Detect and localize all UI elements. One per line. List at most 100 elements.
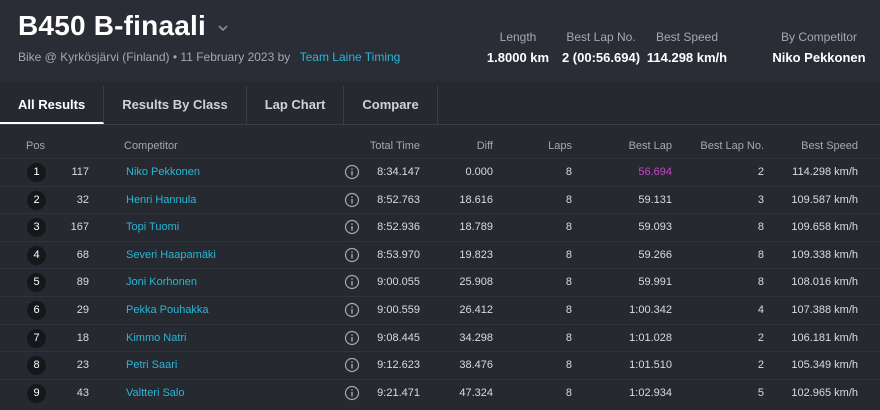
competitor-link[interactable]: Joni Korhonen [126,276,197,289]
organizer-link[interactable]: Team Laine Timing [299,50,401,64]
competitor-link[interactable]: Severi Haapamäki [126,248,216,261]
diff: 19.823 [459,248,493,261]
competitor-link[interactable]: Valtteri Salo [126,386,185,399]
table-header: Pos Competitor Total Time Diff Laps Best… [0,134,880,158]
info-icon[interactable] [344,357,360,373]
table-row[interactable]: 4 68 Severi Haapamäki 8:53.970 19.823 8 59.266… [0,240,880,269]
best-lap-no: 8 [757,221,764,234]
info-icon[interactable] [344,302,360,318]
diff: 47.324 [459,386,493,399]
col-best-speed[interactable]: Best Speed [801,140,858,152]
info-icon[interactable] [344,219,360,235]
best-lap: 59.266 [638,248,672,261]
stat-best-speed: Best Speed 114.298 km/h [644,30,730,65]
bib-number: 18 [76,331,89,344]
best-lap: 1:02.934 [629,386,672,399]
stat-value: 114.298 km/h [646,50,728,65]
table-row[interactable]: 6 29 Pekka Pouhakka 9:00.559 26.412 8 1:00.342… [0,295,880,324]
info-icon[interactable] [344,247,360,263]
diff: 18.616 [459,193,493,206]
info-icon[interactable] [344,330,360,346]
total-time: 9:00.055 [377,276,420,289]
col-diff[interactable]: Diff [476,140,493,152]
table-row[interactable]: 9 43 Valtteri Salo 9:21.471 47.324 8 1:02.934 5… [0,378,880,407]
bib-number: 43 [76,386,89,399]
bib-number: 68 [76,248,89,261]
competitor-link[interactable]: Niko Pekkonen [126,166,200,178]
stat-label: By Competitor [780,30,858,44]
stat-value: 2 (00:56.694) [561,50,641,65]
best-speed: 107.388 km/h [791,303,858,316]
total-time: 9:00.559 [377,303,420,316]
laps: 8 [565,276,572,289]
total-time: 8:53.970 [377,248,420,261]
info-icon[interactable] [344,274,360,290]
tab-compare[interactable]: Compare [344,86,438,124]
position-badge: 7 [27,328,46,348]
best-lap-no: 2 [757,166,764,178]
best-lap-no: 8 [757,276,764,289]
total-time: 9:12.623 [377,359,420,372]
tab-results-by-class[interactable]: Results By Class [104,86,247,124]
stat-value: 1.8000 km [486,50,550,65]
best-lap-no: 2 [757,359,764,372]
tab-all-results[interactable]: All Results [0,86,105,124]
diff: 26.412 [459,303,493,316]
position-badge: 1 [27,163,46,182]
laps: 8 [565,193,572,206]
chevron-down-icon[interactable] [216,21,230,35]
info-icon[interactable] [344,385,360,401]
best-lap: 59.131 [638,193,672,206]
diff: 0.000 [465,166,493,178]
title-row[interactable]: B450 B-finaali [18,10,230,42]
table-row[interactable]: 7 18 Kimmo Natri 9:08.445 34.298 8 1:01.028 2 10… [0,323,880,352]
competitor-link[interactable]: Kimmo Natri [126,331,187,344]
col-best-lap[interactable]: Best Lap [628,140,672,152]
page-title: B450 B-finaali [18,10,206,41]
col-pos[interactable]: Pos [26,140,45,152]
bib-number: 32 [76,193,89,206]
best-lap-no: 3 [757,193,764,206]
total-time: 8:52.936 [377,221,420,234]
laps: 8 [565,331,572,344]
table-row[interactable]: 8 23 Petri Saari 9:12.623 38.476 8 1:01.510 2 10… [0,351,880,379]
total-time: 8:52.763 [377,193,420,206]
diff: 25.908 [459,276,493,289]
table-row[interactable]: 5 89 Joni Korhonen 9:00.055 25.908 8 59.991 8 10… [0,268,880,296]
best-speed: 102.965 km/h [791,386,858,399]
total-time: 8:34.147 [377,166,420,178]
best-lap: 56.694 [638,166,672,178]
laps: 8 [565,303,572,316]
col-total-time[interactable]: Total Time [369,140,420,152]
competitor-link[interactable]: Henri Hannula [126,193,197,206]
position-badge: 6 [27,300,46,320]
tab-divider [0,124,880,125]
diff: 18.789 [459,221,493,234]
total-time: 9:08.445 [377,331,420,344]
best-speed: 109.658 km/h [791,221,858,234]
col-laps[interactable]: Laps [548,140,572,152]
bib-number: 23 [76,359,89,372]
col-best-lap-no[interactable]: Best Lap No. [700,140,764,152]
laps: 8 [565,221,572,234]
competitor-link[interactable]: Topi Tuomi [126,221,180,234]
info-icon[interactable] [344,192,360,208]
table-row[interactable]: 2 32 Henri Hannula 8:52.763 18.616 8 59.131 3 10… [0,185,880,214]
best-lap: 59.093 [638,221,672,234]
col-competitor[interactable]: Competitor [124,140,178,152]
competitor-link[interactable]: Petri Saari [126,359,178,372]
info-icon[interactable] [344,164,360,180]
best-lap: 1:01.028 [629,331,672,344]
stat-length: Length 1.8000 km [478,30,558,65]
total-time: 9:21.471 [377,386,420,399]
best-speed: 109.587 km/h [791,193,858,206]
stat-label: Best Speed [655,30,719,44]
position-badge: 5 [27,273,46,293]
position-badge: 4 [27,245,46,265]
tab-lap-chart[interactable]: Lap Chart [247,86,345,124]
table-row[interactable]: 1 117 Niko Pekkonen 8:34.147 0.000 8 56.694 2 11… [0,158,880,186]
competitor-link[interactable]: Pekka Pouhakka [126,303,209,316]
event-subtitle: Bike @ Kyrkösjärvi (Finland) • 11 Februa… [18,50,400,64]
table-row[interactable]: 3 167 Topi Tuomi 8:52.936 18.789 8 59.093 8 109.… [0,213,880,241]
best-lap-no: 8 [757,248,764,261]
